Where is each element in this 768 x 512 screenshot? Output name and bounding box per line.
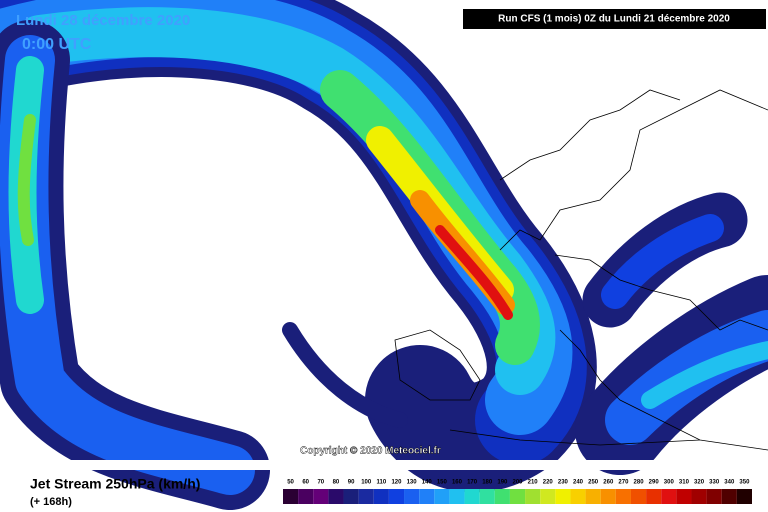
colorbar: 50 60 70 80 90 100 110 120 130 140 150 160 170 180 190… [283,480,752,504]
colorbar-label: 250 [588,480,599,486]
colorbar-label: 260 [603,480,614,486]
colorbar-swatch [479,489,495,504]
colorbar-label: 120 [391,480,402,486]
colorbar-swatch [313,489,329,504]
colorbar-swatch [525,489,541,504]
colorbar-label: 180 [482,480,493,486]
colorbar-label: 190 [497,480,508,486]
coastlines [394,89,768,451]
run-info: Run CFS (1 mois) 0Z du Lundi 21 décembre… [498,14,730,25]
colorbar-label: 310 [679,480,690,486]
map-edge [0,460,768,470]
colorbar-label: 330 [709,480,720,486]
colorbar-swatch [600,489,616,504]
copyright: Copyright © 2020 Meteociel.fr [300,446,441,457]
colorbar-label: 320 [694,480,705,486]
date: Lundi 28 décembre 2020 [16,12,190,29]
colorbar-swatch [691,489,707,504]
colorbar-swatch [388,489,405,504]
colorbar-swatch [661,489,677,504]
colorbar-label: 230 [558,480,569,486]
colorbar-swatch [434,489,450,504]
colorbar-label: 110 [376,480,386,486]
colorbar-label: 240 [573,480,584,486]
time: 0:00 UTC [22,36,92,53]
colorbar-label: 80 [333,480,340,486]
colorbar-label: 140 [422,480,433,486]
colorbar-label: 100 [361,480,372,486]
colorbar-swatch [676,489,692,504]
colorbar-swatch [540,489,556,504]
colorbar-label: 90 [348,480,355,486]
colorbar-label: 150 [437,480,448,486]
colorbar-swatch [630,489,647,504]
colorbar-label: 280 [634,480,645,486]
colorbar-swatch [373,489,389,504]
colorbar-swatch [706,489,722,504]
colorbar-label: 270 [618,480,629,486]
colorbar-swatch [585,489,601,504]
colorbar-swatch [721,489,737,504]
colorbar-swatch [328,489,344,504]
colorbar-label: 130 [407,480,418,486]
colorbar-swatch [404,489,420,504]
colorbar-label: 220 [543,480,554,486]
colorbar-label: 50 [287,480,294,486]
colorbar-swatch [494,489,510,504]
footer-lead: (+ 168h) [30,496,72,508]
colorbar-label: 200 [512,480,523,486]
colorbar-label: 210 [528,480,539,486]
colorbar-swatch [298,489,314,504]
colorbar-swatch [283,489,299,504]
colorbar-label: 170 [467,480,478,486]
colorbar-label: 60 [302,480,309,486]
colorbar-swatch [615,489,631,504]
colorbar-label: 290 [649,480,660,486]
colorbar-swatch [736,489,752,504]
colorbar-label: 70 [317,480,324,486]
colorbar-swatch [570,489,586,504]
colorbar-label: 340 [724,480,735,486]
colorbar-swatch [343,489,359,504]
colorbar-swatch [555,489,571,504]
colorbar-swatch [419,489,435,504]
colorbar-swatch [646,489,662,504]
colorbar-swatch [449,489,465,504]
colorbar-label: 300 [664,480,675,486]
colorbar-label: 350 [739,480,750,486]
run-box [463,9,766,29]
colorbar-swatch [509,489,526,504]
colorbar-swatch [464,489,480,504]
footer-title: Jet Stream 250hPa (km/h) [30,476,200,492]
colorbar-swatch [358,489,374,504]
colorbar-label: 160 [452,480,463,486]
